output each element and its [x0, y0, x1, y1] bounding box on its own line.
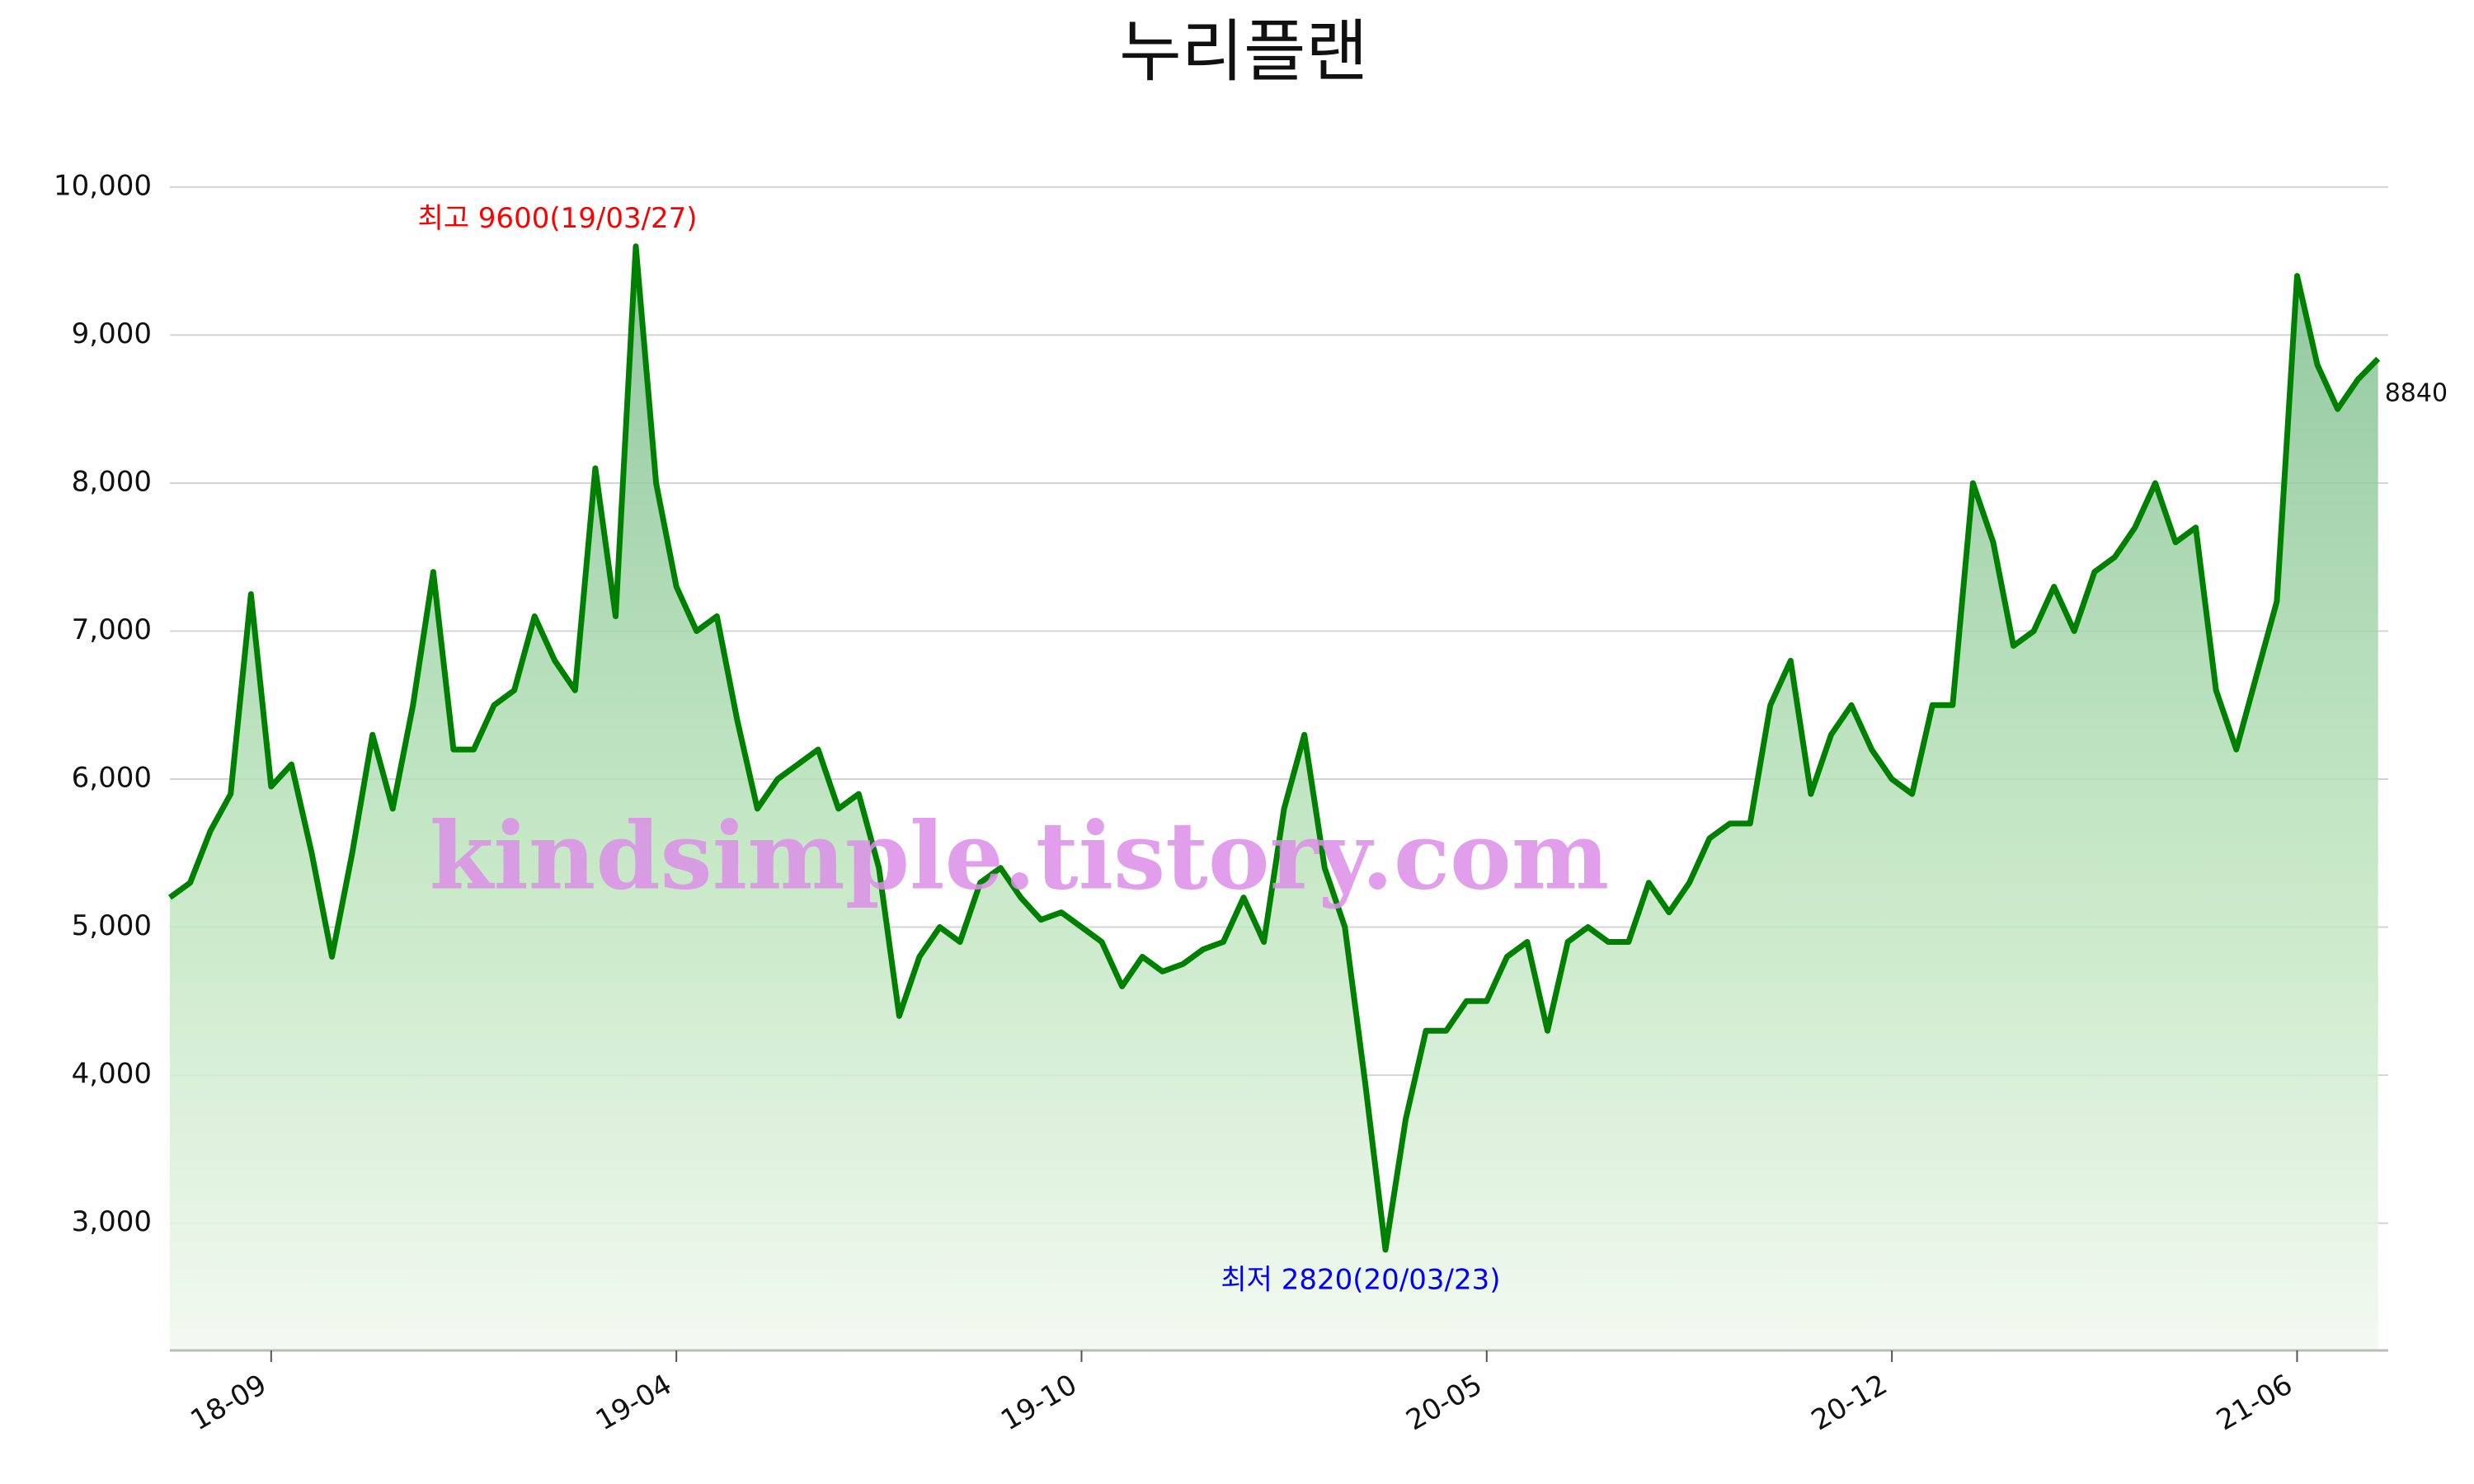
chart-title: 누리플랜 [1119, 12, 1368, 91]
y-tick-label: 9,000 [72, 317, 152, 350]
line [167, 243, 2381, 1253]
x-tick-label: 20-12 [1806, 1368, 1893, 1437]
y-tick-label: 6,000 [72, 762, 152, 795]
x-tick-label: 18-09 [186, 1368, 273, 1437]
area [170, 246, 2378, 1351]
y-tick-label: 4,000 [72, 1058, 152, 1091]
y-tick-label: 7,000 [72, 613, 152, 646]
y-tick-label: 8,000 [72, 465, 152, 498]
y-tick-label: 3,000 [72, 1205, 152, 1238]
end-label: 8840 [2385, 379, 2448, 408]
x-tick-label: 19-04 [590, 1368, 678, 1437]
y-tick-label: 5,000 [72, 909, 152, 942]
x-tick-label: 19-10 [995, 1368, 1083, 1437]
x-tick-label: 20-05 [1400, 1368, 1488, 1437]
y-tick-label: 10,000 [54, 169, 152, 202]
min-annotation: 최저 2820(20/03/23) [1221, 1263, 1500, 1296]
watermark: kindsimple.tistory.com [430, 802, 1610, 910]
x-tick-label: 21-06 [2211, 1368, 2298, 1437]
max-annotation: 최고 9600(19/03/27) [417, 202, 697, 235]
